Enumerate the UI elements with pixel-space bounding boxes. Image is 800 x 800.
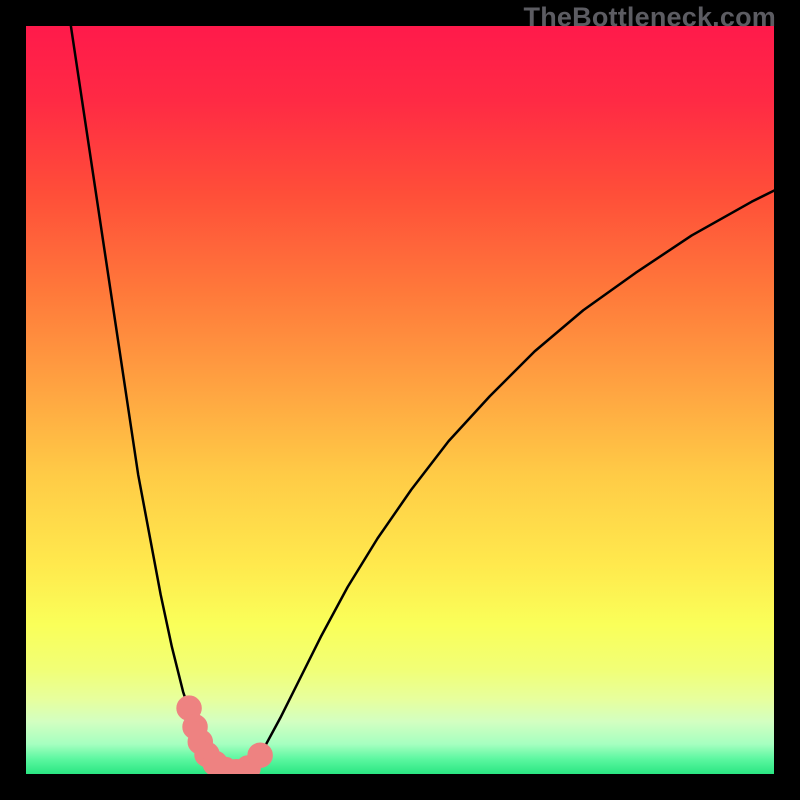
plot-area [26, 26, 774, 774]
bottleneck-curve [71, 26, 774, 773]
chart-overlay [26, 26, 774, 774]
watermark-label: TheBottleneck.com [524, 2, 776, 33]
chart-frame: TheBottleneck.com [0, 0, 800, 800]
data-marker [251, 746, 269, 764]
data-markers-group [180, 699, 269, 774]
